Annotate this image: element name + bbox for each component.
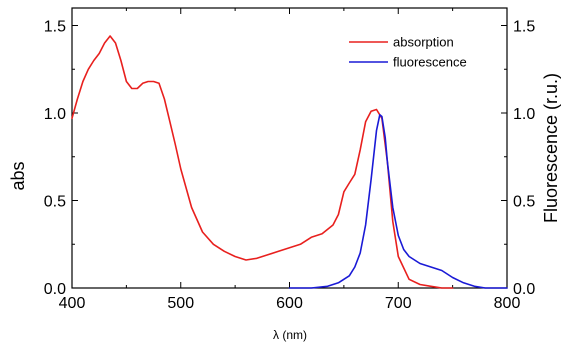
legend-label-absorption: absorption [393,35,454,50]
y-axis-title-right: Fluorescence (r.u.) [541,73,561,223]
legend-label-fluorescence: fluorescence [393,55,467,70]
legend: absorption fluorescence [349,35,467,70]
y-tick-label-left: 0.0 [44,281,66,298]
y-tick-label-left: 0.5 [44,194,66,211]
x-tick-label: 800 [494,295,521,312]
y-tick-label-right: 1.0 [513,106,535,123]
y-tick-label-right: 1.5 [513,19,535,36]
y-tick-label-left: 1.0 [44,106,66,123]
x-tick-label: 700 [385,295,412,312]
axis-ticks [71,8,508,289]
x-tick-label: 600 [276,295,303,312]
y-tick-label-left: 1.5 [44,19,66,36]
y-tick-label-right: 0.5 [513,194,535,211]
plot-frame [71,7,508,289]
y-tick-label-right: 0.0 [513,281,535,298]
series-lines [71,35,508,289]
x-tick-label: 500 [167,295,194,312]
x-tick-label: 400 [59,295,86,312]
y-axis-title-left: abs [8,161,28,190]
series-line-fluorescence [288,114,508,289]
series-line-absorption [71,35,454,289]
x-axis-title: λ (nm) [273,328,307,342]
